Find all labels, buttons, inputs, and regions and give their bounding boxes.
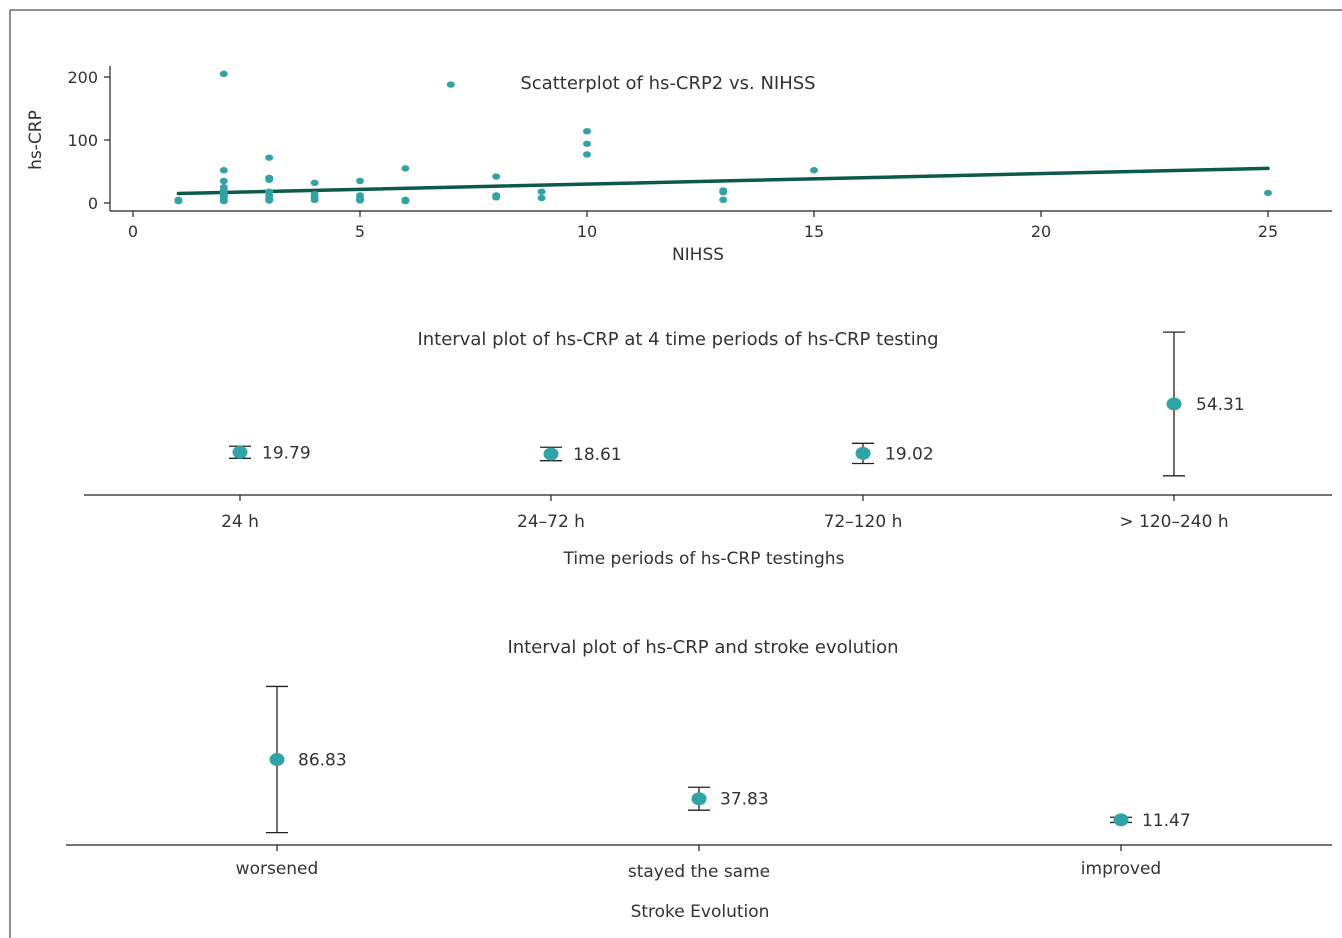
scatter-point — [356, 177, 364, 185]
mean-value-label: 86.83 — [298, 751, 347, 771]
scatter-point — [265, 154, 274, 161]
scatter-point — [583, 140, 591, 147]
interval-chart-stroke-evolution: 86.83 worsened 37.83 stayed the same 11.47 im… — [66, 637, 1332, 922]
mean-marker — [269, 753, 285, 767]
scatter-points — [174, 70, 1272, 205]
scatter-x-label: NIHSS — [672, 245, 724, 265]
category-label: stayed the same — [628, 862, 770, 882]
scatter-point — [719, 196, 728, 204]
interval-time-title: Interval plot of hs-CRP at 4 time period… — [417, 329, 938, 350]
mean-value-label: 18.61 — [573, 445, 622, 465]
scatter-point — [719, 189, 728, 196]
mean-value-label: 11.47 — [1142, 811, 1191, 831]
category-label: 72–120 h — [824, 512, 903, 532]
mean-marker — [855, 446, 871, 460]
mean-value-label: 54.31 — [1196, 395, 1245, 415]
category-label: 24–72 h — [517, 512, 585, 532]
x-tick-label: 25 — [1258, 222, 1278, 241]
scatter-point — [492, 194, 501, 201]
scatter-point — [219, 70, 228, 78]
category-label: improved — [1081, 859, 1161, 879]
scatter-title: Scatterplot of hs-CRP2 vs. NIHSS — [520, 73, 815, 94]
interval-stroke-marks: 86.83 worsened 37.83 stayed the same 11.47 im… — [236, 685, 1191, 882]
mean-marker — [691, 792, 707, 806]
scatter-chart: 0 5 10 15 20 25 0 100 200 Scatterplot of hs-CRP2… — [26, 66, 1332, 265]
scatter-point — [356, 197, 364, 204]
x-tick-label: 15 — [804, 222, 824, 241]
interval-time-x-label: Time periods of hs-CRP testinghs — [563, 549, 845, 569]
scatter-point — [401, 165, 410, 172]
interval-stroke-title: Interval plot of hs-CRP and stroke evolu… — [507, 637, 898, 658]
scatter-point — [537, 188, 546, 195]
mean-marker — [232, 445, 248, 459]
scatter-point — [537, 194, 546, 202]
mean-value-label: 37.83 — [720, 790, 769, 810]
x-tick-label: 5 — [355, 222, 365, 241]
scatter-ticks: 0 5 10 15 20 25 0 100 200 — [67, 68, 1278, 241]
mean-marker — [543, 447, 559, 461]
trend-line — [176, 166, 1270, 196]
category-label: worsened — [236, 859, 319, 879]
mean-marker — [1113, 813, 1129, 827]
x-tick-label: 0 — [128, 222, 138, 241]
interval-time-marks: 19.79 24 h 18.61 24–72 h 19.02 72–120 h 54.31 >… — [221, 331, 1245, 532]
scatter-point — [401, 197, 410, 205]
scatter-point — [174, 196, 183, 204]
y-tick-label: 0 — [88, 194, 98, 213]
scatter-point — [1264, 189, 1272, 197]
scatter-point — [265, 197, 274, 204]
mean-marker — [1166, 397, 1182, 411]
interval-stroke-x-label: Stroke Evolution — [631, 902, 770, 922]
mean-value-label: 19.79 — [262, 443, 311, 463]
y-tick-label: 200 — [67, 68, 98, 87]
interval-chart-time-periods: 19.79 24 h 18.61 24–72 h 19.02 72–120 h 54.31 >… — [84, 329, 1332, 569]
scatter-point — [583, 127, 591, 135]
scatter-point — [219, 167, 228, 174]
scatter-point — [583, 151, 591, 158]
x-tick-label: 10 — [577, 222, 597, 241]
scatter-point — [219, 197, 228, 205]
category-label: 24 h — [221, 512, 259, 532]
x-tick-label: 20 — [1031, 222, 1051, 241]
scatter-y-label: hs-CRP — [26, 110, 46, 170]
category-label: > 120–240 h — [1119, 512, 1228, 532]
scatter-point — [219, 177, 228, 185]
mean-value-label: 19.02 — [885, 444, 934, 464]
scatter-point — [310, 196, 319, 204]
scatter-point — [446, 81, 455, 88]
scatter-point — [265, 176, 274, 183]
scatter-point — [810, 167, 818, 174]
y-tick-label: 100 — [67, 131, 98, 150]
scatter-point — [310, 179, 319, 187]
scatter-point — [492, 173, 501, 180]
